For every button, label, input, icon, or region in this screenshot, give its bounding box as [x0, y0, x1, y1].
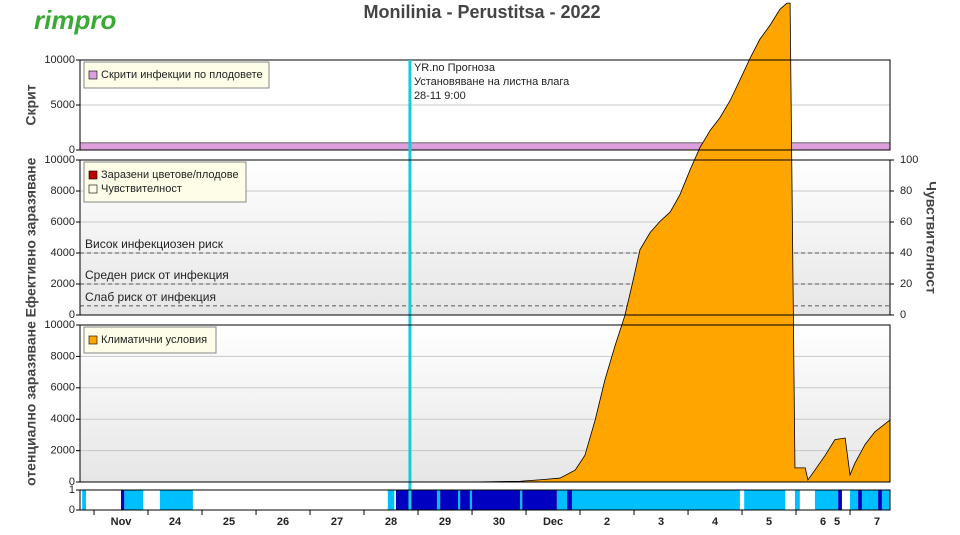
x-tick-label: 28	[385, 516, 397, 528]
y-tick-label: 1	[69, 484, 75, 496]
legend-label: Заразени цветове/плодове	[101, 169, 239, 181]
y-tick-label: 2000	[51, 445, 75, 457]
y-axis-label: отенциално заразяване	[23, 321, 39, 486]
wetness-bar	[472, 490, 521, 510]
wetness-bar	[878, 490, 882, 510]
wetness-bar	[436, 490, 441, 510]
wetness-bar	[520, 490, 523, 510]
y2-axis-label: Чувствителност	[923, 181, 939, 294]
y-tick-label: 10000	[44, 319, 75, 331]
y-tick-label: 10000	[44, 154, 75, 166]
legend-box	[83, 326, 217, 354]
y2-tick-label: 40	[900, 247, 912, 259]
plot-border	[79, 324, 891, 483]
y-tick-label: 10000	[44, 54, 75, 66]
wetness-bar	[567, 490, 572, 510]
x-tick-label: 7	[874, 516, 880, 528]
y-tick-label: 2000	[51, 278, 75, 290]
y-tick-label: 0	[69, 309, 75, 321]
legend-label: Скрити инфекции по плодовете	[101, 69, 263, 81]
wetness-bar	[395, 490, 437, 510]
legend-swatch	[88, 184, 98, 194]
x-tick-label: 24	[169, 516, 182, 528]
y-tick-label: 8000	[51, 350, 75, 362]
legend-swatch	[88, 335, 98, 345]
y-tick-label: 4000	[51, 413, 75, 425]
x-tick-label: 27	[331, 516, 343, 528]
y2-tick-label: 0	[900, 309, 906, 321]
y-tick-label: 0	[69, 504, 75, 516]
wetness-bar	[458, 490, 461, 510]
wetness-bar	[850, 490, 859, 510]
annotation: Установяване на листна влага	[414, 76, 570, 88]
wetness-bar	[469, 490, 473, 510]
wetness-bar	[124, 490, 144, 510]
area	[472, 2, 891, 483]
y-tick-label: 0	[69, 476, 75, 488]
x-tick-label: Nov	[111, 516, 133, 528]
annotation: YR.no Прогноза	[414, 62, 496, 74]
y2-tick-label: 100	[900, 154, 918, 166]
wetness-bar	[881, 490, 890, 510]
wetness-bar	[387, 490, 395, 510]
y-axis-label: Ефективно заразяване	[23, 157, 39, 317]
y-tick-label: 4000	[51, 247, 75, 259]
logo: rimpro	[34, 5, 116, 35]
threshold-label: Слаб риск от инфекция	[85, 290, 216, 304]
y2-tick-label: 80	[900, 185, 912, 197]
y2-tick-label: 60	[900, 216, 912, 228]
wetness-bar	[814, 490, 839, 510]
wetness-bar	[121, 490, 125, 510]
legend-swatch	[88, 170, 98, 180]
y-axis-label: Скрит	[23, 84, 39, 125]
x-tick-label: 3	[658, 516, 664, 528]
wetness-bar	[838, 490, 842, 510]
legend-box	[83, 61, 270, 89]
y-tick-label: 5000	[51, 99, 75, 111]
x-tick-label: 2	[604, 516, 610, 528]
x-tick-label: 5	[834, 516, 840, 528]
y-tick-label: 6000	[51, 216, 75, 228]
annotation: 28-11 9:00	[414, 90, 466, 102]
threshold-label: Среден риск от инфекция	[85, 268, 229, 282]
legend-label: Чувствителност	[101, 183, 182, 195]
wetness-bar	[571, 490, 740, 510]
x-tick-label: 6	[820, 516, 826, 528]
y2-tick-label: 20	[900, 278, 912, 290]
y-tick-label: 0	[69, 144, 75, 156]
x-tick-label: 4	[712, 516, 719, 528]
threshold-label: Висок инфекциозен риск	[85, 237, 224, 251]
y-tick-label: 8000	[51, 185, 75, 197]
y-tick-label: 6000	[51, 382, 75, 394]
plot-border	[79, 489, 891, 511]
wetness-bar	[744, 490, 786, 510]
wetness-bar	[556, 490, 568, 510]
plot-border	[79, 59, 891, 151]
legend-box	[83, 161, 247, 203]
plot-border	[79, 159, 891, 316]
chart-title: Monilinia - Perustitsa - 2022	[363, 2, 600, 22]
x-tick-label: 25	[223, 516, 235, 528]
wetness-bar	[861, 490, 879, 510]
wetness-bar	[858, 490, 862, 510]
x-tick-label: 29	[439, 516, 451, 528]
x-tick-label: Dec	[543, 516, 563, 528]
wetness-bar	[522, 490, 557, 510]
x-tick-label: 26	[277, 516, 289, 528]
x-tick-label: 5	[766, 516, 772, 528]
x-tick-label: 30	[493, 516, 505, 528]
wetness-bar	[159, 490, 193, 510]
legend-label: Климатични условия	[101, 334, 207, 346]
wetness-bar	[440, 490, 458, 510]
legend-swatch	[88, 70, 98, 80]
wetness-bar	[82, 490, 86, 510]
wetness-bar	[794, 490, 800, 510]
wetness-bar	[460, 490, 470, 510]
